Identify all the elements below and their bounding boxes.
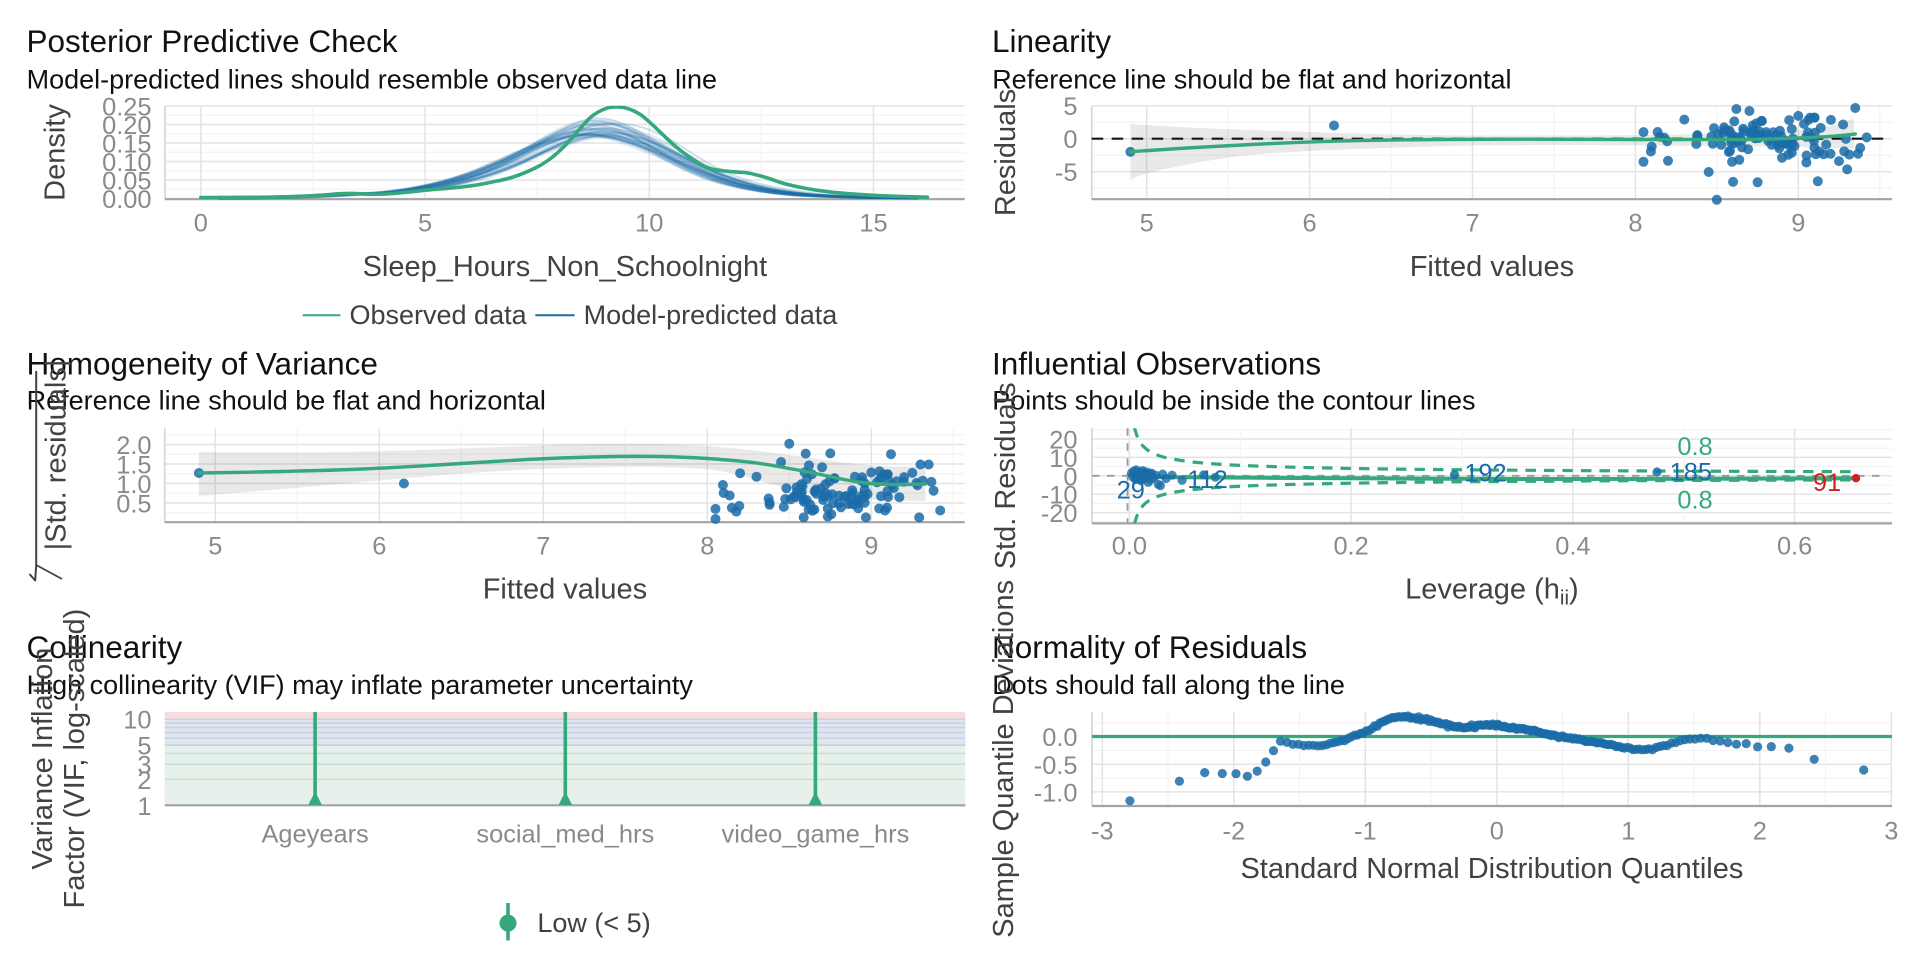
svg-text:7: 7 bbox=[536, 533, 550, 561]
svg-text:Density: Density bbox=[40, 104, 72, 201]
svg-text:-2: -2 bbox=[1223, 818, 1246, 846]
svg-text:Observed data: Observed data bbox=[350, 300, 528, 330]
svg-text:Fitted values: Fitted values bbox=[1410, 251, 1574, 283]
svg-text:9: 9 bbox=[1791, 210, 1805, 238]
svg-text:0.00: 0.00 bbox=[102, 186, 151, 214]
svg-text:0.0: 0.0 bbox=[1042, 724, 1077, 752]
svg-text:Collinearity: Collinearity bbox=[27, 629, 183, 665]
svg-text:social_med_hrs: social_med_hrs bbox=[476, 821, 654, 849]
svg-text:0: 0 bbox=[1063, 126, 1077, 154]
svg-text:0.8: 0.8 bbox=[1677, 433, 1712, 461]
svg-text:-0.5: -0.5 bbox=[1034, 752, 1078, 780]
svg-text:-3: -3 bbox=[1091, 818, 1114, 846]
svg-text:0.10: 0.10 bbox=[102, 149, 151, 177]
svg-text:2: 2 bbox=[137, 767, 151, 795]
svg-text:10: 10 bbox=[1049, 445, 1077, 473]
svg-text:Sleep_Hours_Non_Schoolnight: Sleep_Hours_Non_Schoolnight bbox=[363, 251, 768, 283]
svg-text:0.0: 0.0 bbox=[1112, 533, 1147, 561]
svg-text:0.4: 0.4 bbox=[1555, 533, 1590, 561]
svg-text:5: 5 bbox=[418, 210, 432, 238]
svg-text:Dots should fall along the lin: Dots should fall along the line bbox=[992, 670, 1345, 700]
svg-text:Fitted values: Fitted values bbox=[483, 573, 647, 605]
svg-text:0.25: 0.25 bbox=[102, 94, 151, 122]
svg-text:5: 5 bbox=[1140, 210, 1154, 238]
svg-text:0.15: 0.15 bbox=[102, 131, 151, 159]
svg-text:185: 185 bbox=[1670, 459, 1712, 487]
svg-text:Variance Inflation: Variance Inflation bbox=[27, 648, 59, 870]
svg-text:Residuals: Residuals bbox=[990, 89, 1022, 216]
svg-text:1: 1 bbox=[137, 793, 151, 821]
svg-text:3: 3 bbox=[1884, 818, 1898, 846]
svg-text:6: 6 bbox=[372, 533, 386, 561]
svg-text:High collinearity (VIF) may in: High collinearity (VIF) may inflate para… bbox=[27, 670, 694, 700]
svg-text:0.8: 0.8 bbox=[1677, 487, 1712, 515]
svg-text:Linearity: Linearity bbox=[992, 23, 1111, 59]
svg-text:Factor (VIF, log-scaled): Factor (VIF, log-scaled) bbox=[59, 609, 91, 909]
svg-text:-5: -5 bbox=[1055, 159, 1078, 187]
svg-text:10: 10 bbox=[635, 210, 663, 238]
svg-text:Sample Quantile Deviations: Sample Quantile Deviations bbox=[988, 580, 1020, 938]
svg-text:1: 1 bbox=[1621, 818, 1635, 846]
svg-text:0.5: 0.5 bbox=[116, 491, 151, 519]
svg-text:10: 10 bbox=[123, 707, 151, 735]
svg-text:8: 8 bbox=[700, 533, 714, 561]
svg-text:1.5: 1.5 bbox=[116, 452, 151, 480]
svg-text:15: 15 bbox=[859, 210, 887, 238]
svg-text:Low (< 5): Low (< 5) bbox=[537, 908, 650, 938]
svg-text:5: 5 bbox=[208, 533, 222, 561]
svg-text:9: 9 bbox=[864, 533, 878, 561]
svg-text:0: 0 bbox=[1490, 818, 1504, 846]
svg-text:3: 3 bbox=[137, 752, 151, 780]
svg-text:Ageyears: Ageyears bbox=[261, 821, 368, 849]
svg-text:Points should be inside the co: Points should be inside the contour line… bbox=[992, 386, 1475, 416]
svg-text:-10: -10 bbox=[1041, 482, 1078, 510]
svg-text:91: 91 bbox=[1813, 469, 1841, 497]
svg-text:2: 2 bbox=[1753, 818, 1767, 846]
svg-text:8: 8 bbox=[1628, 210, 1642, 238]
svg-text:Model-predicted data: Model-predicted data bbox=[584, 300, 839, 330]
svg-text:1.0: 1.0 bbox=[116, 471, 151, 499]
svg-text:5: 5 bbox=[1063, 93, 1077, 121]
svg-text:6: 6 bbox=[1303, 210, 1317, 238]
svg-text:Posterior Predictive Check: Posterior Predictive Check bbox=[27, 23, 398, 59]
svg-text:192: 192 bbox=[1464, 459, 1506, 487]
svg-text:112: 112 bbox=[1187, 466, 1227, 494]
svg-text:20: 20 bbox=[1049, 427, 1077, 455]
svg-text:0.6: 0.6 bbox=[1777, 533, 1812, 561]
svg-text:0: 0 bbox=[194, 210, 208, 238]
svg-text:0: 0 bbox=[1063, 463, 1077, 491]
svg-text:video_game_hrs: video_game_hrs bbox=[722, 821, 910, 849]
svg-text:Influential Observations: Influential Observations bbox=[992, 345, 1321, 381]
svg-text:Reference line should be flat: Reference line should be flat and horizo… bbox=[992, 65, 1511, 95]
svg-text:Model-predicted lines should r: Model-predicted lines should resemble ob… bbox=[27, 65, 717, 95]
svg-text:Homogeneity of Variance: Homogeneity of Variance bbox=[27, 345, 378, 381]
svg-text:|Std. residuals|: |Std. residuals| bbox=[41, 360, 73, 551]
svg-text:Std. Residuals: Std. Residuals bbox=[990, 382, 1022, 569]
svg-text:-20: -20 bbox=[1041, 500, 1078, 528]
svg-text:0.20: 0.20 bbox=[102, 112, 151, 140]
svg-text:2.0: 2.0 bbox=[116, 432, 151, 460]
svg-text:29: 29 bbox=[1117, 477, 1145, 505]
svg-text:5: 5 bbox=[137, 733, 151, 761]
svg-text:Standard Normal Distribution Q: Standard Normal Distribution Quantiles bbox=[1240, 853, 1743, 885]
svg-text:0.2: 0.2 bbox=[1333, 533, 1368, 561]
svg-text:0.05: 0.05 bbox=[102, 168, 151, 196]
svg-text:7: 7 bbox=[1465, 210, 1479, 238]
svg-text:-1: -1 bbox=[1354, 818, 1377, 846]
svg-text:-1.0: -1.0 bbox=[1034, 779, 1078, 807]
svg-text:Leverage (hii): Leverage (hii) bbox=[1405, 573, 1579, 609]
svg-text:Normality of Residuals: Normality of Residuals bbox=[992, 629, 1307, 665]
svg-text:Reference line should be flat: Reference line should be flat and horizo… bbox=[27, 386, 546, 416]
